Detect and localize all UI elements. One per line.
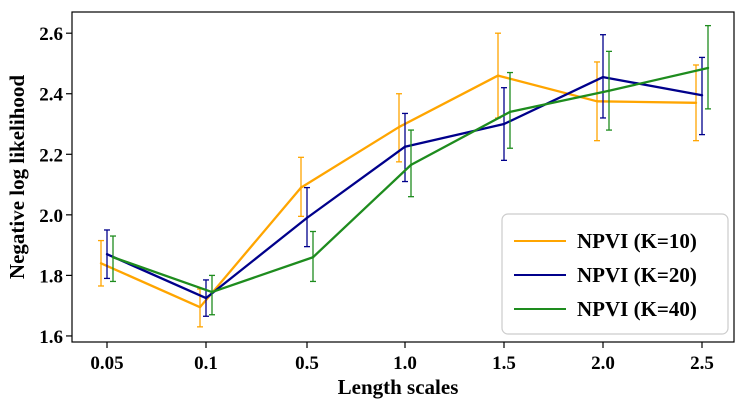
data-point <box>210 290 214 294</box>
y-tick-label: 2.2 <box>39 145 63 166</box>
x-tick-label: 1.0 <box>393 353 417 374</box>
legend-label-k40: NPVI (K=40) <box>577 297 697 321</box>
data-point <box>694 101 698 105</box>
data-point <box>397 125 401 129</box>
data-point <box>607 89 611 92</box>
data-point <box>595 100 599 103</box>
x-axis: 0.05 0.1 0.5 1.0 1.5 2.0 2.5 <box>90 342 714 374</box>
data-point <box>502 122 506 126</box>
data-point <box>111 256 115 259</box>
data-point <box>496 74 500 77</box>
data-point <box>299 186 303 189</box>
data-point <box>305 216 309 220</box>
x-tick-label: 1.5 <box>492 353 516 374</box>
x-tick-label: 0.05 <box>90 353 123 374</box>
plot-frame <box>71 11 735 343</box>
data-point <box>706 66 710 70</box>
data-point <box>105 253 109 256</box>
x-tick-label: 0.1 <box>194 353 218 374</box>
data-point <box>508 110 512 114</box>
legend-box <box>501 213 729 335</box>
legend: NPVI (K=10) NPVI (K=20) NPVI (K=40) <box>501 213 729 335</box>
data-point <box>601 75 605 79</box>
y-tick-label: 2.6 <box>39 24 63 45</box>
x-tick-label: 2.0 <box>591 353 615 374</box>
y-tick-label: 2.0 <box>39 206 63 227</box>
series-3 <box>110 24 711 316</box>
data-point <box>99 262 103 265</box>
x-tick-label: 2.5 <box>690 353 714 374</box>
legend-label-k20: NPVI (K=20) <box>577 263 697 287</box>
y-axis: 1.6 1.8 2.0 2.2 2.4 2.6 <box>39 24 72 348</box>
plot-series <box>98 24 711 328</box>
data-point <box>311 256 315 259</box>
series-2 <box>104 34 705 317</box>
data-point <box>204 296 208 300</box>
data-point <box>409 163 413 167</box>
x-axis-title: Length scales <box>338 375 459 399</box>
data-point <box>198 305 202 309</box>
data-point <box>403 145 407 148</box>
y-tick-label: 1.6 <box>39 327 63 348</box>
y-tick-label: 1.8 <box>39 266 63 287</box>
y-tick-label: 2.4 <box>39 85 63 106</box>
y-axis-title: Negative log likelihood <box>5 75 29 279</box>
data-point <box>700 94 704 97</box>
series-1 <box>98 32 699 328</box>
x-tick-label: 0.5 <box>295 353 319 374</box>
legend-label-k10: NPVI (K=10) <box>577 229 697 253</box>
